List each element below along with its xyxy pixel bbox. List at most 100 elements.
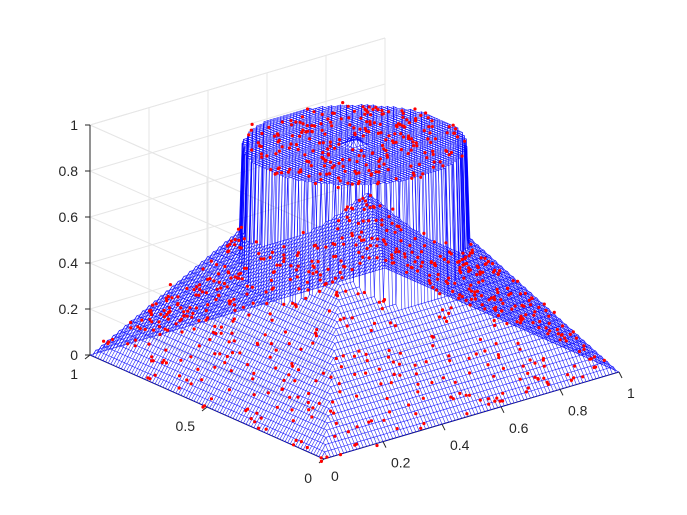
scatter-point (530, 296, 534, 301)
scatter-point (342, 242, 346, 246)
scatter-point (522, 304, 526, 308)
scatter-point (407, 403, 411, 407)
scatter-point (213, 352, 217, 356)
scatter-point (189, 355, 193, 359)
scatter-point (319, 122, 323, 126)
x-tick-1 (441, 423, 446, 431)
scatter-point (364, 352, 368, 356)
scatter-point (282, 378, 286, 382)
scatter-point (345, 215, 349, 219)
scatter-point (589, 357, 594, 361)
scatter-point (431, 149, 435, 153)
scatter-point (492, 318, 496, 323)
scatter-point (376, 131, 380, 135)
scatter-point (289, 118, 293, 123)
scatter-point (371, 107, 375, 111)
scatter-point (259, 416, 263, 420)
scatter-point (395, 247, 399, 251)
scatter-point (495, 396, 499, 400)
scatter-point (365, 203, 369, 207)
scatter-point (569, 378, 574, 382)
scatter-point (182, 310, 186, 314)
mesh-line (89, 267, 386, 356)
scatter-point (384, 242, 388, 246)
scatter-point (307, 408, 311, 412)
scatter-point (362, 238, 366, 242)
scatter-point (501, 366, 505, 370)
scatter-point (280, 145, 284, 149)
scatter-point (318, 278, 322, 282)
scatter-point (319, 178, 323, 182)
scatter-point (430, 119, 434, 123)
scatter-point (564, 339, 568, 343)
scatter-point (365, 120, 369, 124)
mesh-line (240, 137, 537, 423)
scatter-point (524, 313, 528, 317)
scatter-point (233, 238, 237, 242)
scatter-point (469, 283, 473, 287)
scatter-point (201, 267, 205, 271)
scatter-point (179, 358, 183, 362)
scatter-point (174, 322, 178, 326)
scatter-point (364, 129, 368, 133)
scatter-point (311, 149, 315, 153)
scatter-point (265, 154, 269, 158)
mesh-line (318, 361, 615, 457)
scatter-point (311, 271, 315, 276)
scatter-point (310, 124, 314, 128)
scatter-point (167, 306, 172, 310)
scatter-point (186, 309, 190, 313)
scatter-point (384, 138, 388, 142)
scatter-point (426, 137, 430, 141)
scatter-point (274, 152, 278, 156)
scatter-point (380, 112, 384, 116)
mesh-line (261, 153, 557, 432)
scatter-point (294, 143, 299, 147)
scatter-point (563, 336, 567, 340)
scatter-point (329, 375, 333, 379)
scatter-point (162, 315, 167, 319)
scatter-point (447, 153, 451, 157)
scatter-point (295, 275, 299, 279)
scatter-point (305, 280, 309, 284)
mesh-line (170, 106, 466, 391)
scatter-point (338, 453, 343, 457)
scatter-point (419, 426, 423, 430)
mesh-line (310, 345, 607, 454)
scatter-point (318, 172, 322, 176)
scatter-point (268, 312, 272, 316)
scatter-point (490, 262, 495, 266)
scatter-point (216, 272, 221, 276)
scatter-point (231, 319, 235, 323)
scatter-point (206, 316, 210, 320)
mesh-line (97, 258, 394, 359)
scatter-point (451, 123, 455, 127)
mesh-line (305, 334, 602, 452)
x-tick-label: 0.2 (391, 455, 411, 471)
scatter-point (330, 166, 334, 170)
scatter-point (568, 332, 572, 336)
scatter-point (322, 164, 327, 168)
scatter-point (282, 245, 286, 249)
scatter-point (185, 378, 189, 382)
scatter-point (427, 279, 431, 283)
scatter-point (361, 134, 365, 138)
mesh-line (120, 231, 417, 370)
scatter-point (533, 310, 537, 314)
scatter-point (479, 256, 483, 260)
mesh-line (183, 109, 479, 397)
scatter-point (368, 193, 373, 198)
scatter-point (299, 347, 303, 351)
scatter-point (268, 255, 272, 260)
scatter-point (544, 308, 548, 313)
scatter-point (336, 227, 340, 231)
scatter-point (338, 318, 342, 322)
scatter-point (428, 281, 432, 285)
scatter-point (475, 273, 479, 277)
scatter-point (255, 411, 259, 415)
scatter-point (160, 360, 164, 365)
mesh-line (271, 163, 568, 437)
scatter-point (318, 273, 322, 277)
scatter-point (361, 105, 365, 109)
scatter-point (374, 218, 378, 222)
